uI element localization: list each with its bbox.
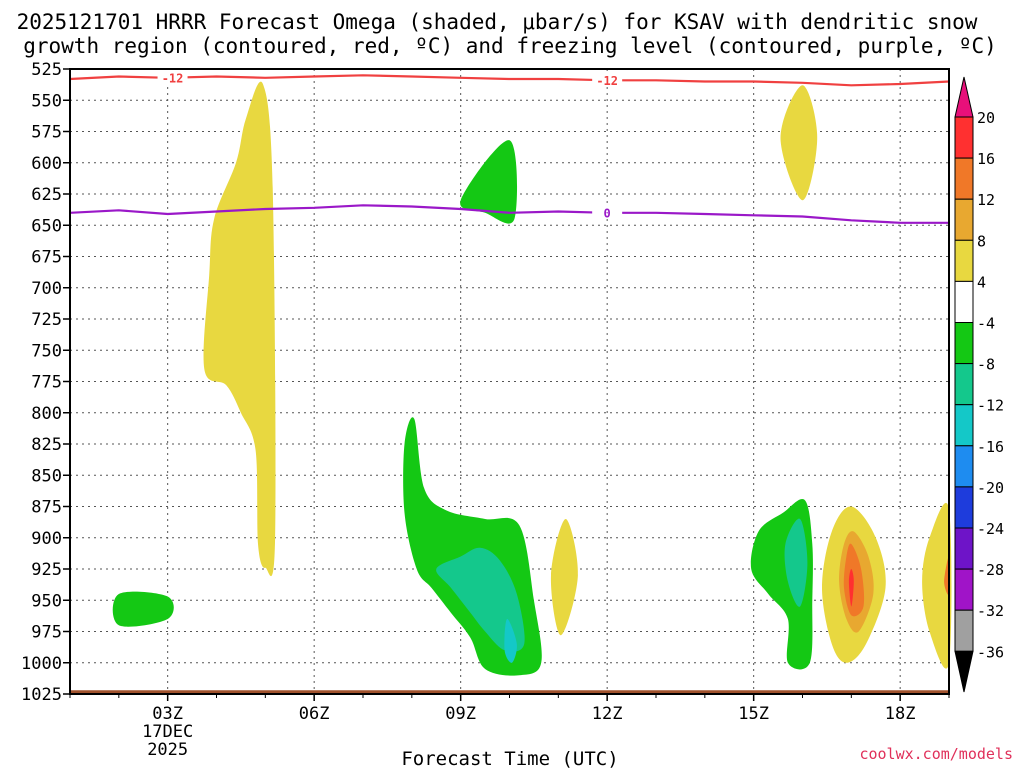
omega-region: [550, 519, 578, 636]
y-tick-label: 825: [31, 435, 62, 455]
ground-layer: [70, 690, 949, 694]
colorbar-label: 8: [977, 232, 986, 250]
y-tick-label: 875: [31, 498, 62, 518]
omega-region: [203, 81, 276, 577]
y-tick-label: 850: [31, 466, 62, 486]
y-tick-label: 725: [31, 310, 62, 330]
y-axis-ticks: 525 550 575 600 625 650 675 700 725 750 775 800 825 8…: [21, 60, 70, 705]
chart-title-line1: 2025121701 HRRR Forecast Omega (shaded, …: [17, 10, 978, 34]
colorbar-swatch: [954, 486, 974, 529]
contour-line: [69, 74, 950, 87]
colorbar-bottom-arrow: [954, 650, 974, 693]
x-tick-label: 12Z: [592, 704, 623, 724]
contour-label-bg: [157, 69, 188, 84]
colorbar-swatch: [954, 404, 974, 447]
colorbar: 20 16 12 8 4 -4 -8 -12 -16 -20 -24 -28 -32 -36: [954, 76, 1004, 693]
colorbar-label: -36: [977, 643, 1004, 661]
omega-region: [843, 543, 865, 617]
omega-region: [504, 618, 517, 663]
colorbar-label: 4: [977, 273, 986, 291]
y-tick-label: 675: [31, 248, 62, 268]
contour-line: [69, 204, 949, 224]
colorbar-swatch: [954, 363, 974, 406]
colorbar-top-arrow: [954, 76, 974, 118]
y-tick-label: 1025: [21, 685, 62, 705]
y-tick-label: 775: [31, 373, 62, 393]
x-tick-year: 2025: [147, 740, 188, 760]
credit-text: coolwx.com/models: [859, 745, 1013, 763]
omega-shaded-regions: [112, 81, 952, 676]
x-tick-label: 18Z: [885, 704, 916, 724]
x-axis-label: Forecast Time (UTC): [401, 748, 618, 768]
colorbar-swatch: [954, 445, 974, 488]
y-tick-label: 650: [31, 216, 62, 236]
temperature-contours: -12 -12 0: [69, 69, 950, 224]
colorbar-swatch: [954, 527, 974, 570]
x-tick-date: 17DEC: [142, 722, 193, 742]
y-tick-label: 975: [31, 623, 62, 643]
contour-label: -12: [162, 71, 184, 85]
y-tick-label: 700: [31, 279, 62, 299]
y-tick-label: 600: [31, 154, 62, 174]
colorbar-swatch: [954, 198, 974, 241]
colorbar-label: -28: [977, 561, 1004, 579]
colorbar-label: -24: [977, 520, 1004, 538]
contour-label-bg: [592, 204, 623, 219]
x-tick-label: 15Z: [738, 704, 769, 724]
y-tick-label: 950: [31, 591, 62, 611]
colorbar-label: -32: [977, 602, 1004, 620]
colorbar-label: -20: [977, 479, 1004, 497]
omega-region: [112, 591, 174, 627]
colorbar-swatch: [954, 157, 974, 200]
y-tick-label: 575: [31, 123, 62, 143]
chart-title-line2: growth region (contoured, red, ºC) and f…: [23, 34, 997, 58]
y-tick-label: 750: [31, 341, 62, 361]
omega-region: [784, 518, 808, 607]
y-tick-label: 900: [31, 529, 62, 549]
x-tick-label: 06Z: [299, 704, 330, 724]
omega-region: [436, 547, 525, 652]
colorbar-label: 12: [977, 191, 995, 209]
x-tick-label: 03Z: [152, 704, 183, 724]
contour-label-bg: [592, 72, 623, 87]
y-tick-label: 625: [31, 185, 62, 205]
y-tick-label: 550: [31, 91, 62, 111]
contour-label: -12: [596, 74, 618, 88]
y-tick-label: 800: [31, 404, 62, 424]
colorbar-label: 16: [977, 150, 995, 168]
colorbar-label: 20: [977, 109, 995, 127]
x-tick-label: 09Z: [445, 704, 476, 724]
omega-region: [922, 502, 952, 669]
colorbar-label: -8: [977, 356, 995, 374]
ground-bar: [70, 690, 949, 694]
colorbar-label: -12: [977, 397, 1004, 415]
contour-label: 0: [604, 206, 611, 220]
colorbar-swatch: [954, 322, 974, 365]
y-tick-label: 1000: [21, 654, 62, 674]
omega-region: [848, 569, 854, 607]
colorbar-swatch: [954, 239, 974, 282]
omega-region: [460, 140, 518, 224]
colorbar-swatch: [954, 568, 974, 611]
colorbar-swatch: [954, 116, 974, 159]
colorbar-swatch: [954, 280, 974, 323]
colorbar-swatch: [954, 609, 974, 652]
colorbar-label: -16: [977, 438, 1004, 456]
y-tick-label: 925: [31, 560, 62, 580]
omega-region: [780, 85, 818, 201]
colorbar-label: -4: [977, 315, 995, 333]
y-tick-label: 525: [31, 60, 62, 80]
